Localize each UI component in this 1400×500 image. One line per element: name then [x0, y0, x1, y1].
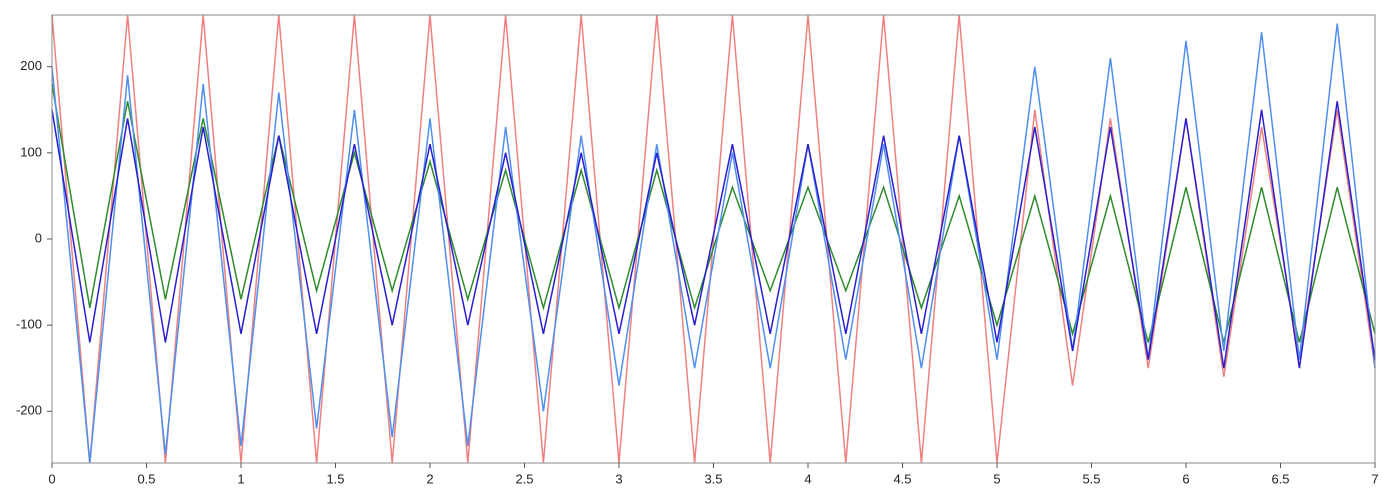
x-tick-label: 4 — [804, 471, 811, 486]
x-tick-label: 0 — [48, 471, 55, 486]
x-tick-label: 6 — [1182, 471, 1189, 486]
y-tick-label: -100 — [16, 317, 42, 332]
x-tick-label: 3 — [615, 471, 622, 486]
x-tick-label: 5 — [993, 471, 1000, 486]
x-tick-label: 3.5 — [704, 471, 722, 486]
x-tick-label: 2 — [426, 471, 433, 486]
x-tick-label: 6.5 — [1271, 471, 1289, 486]
x-tick-label: 0.5 — [137, 471, 155, 486]
y-tick-label: 200 — [20, 58, 42, 73]
x-tick-label: 4.5 — [893, 471, 911, 486]
y-tick-label: -200 — [16, 403, 42, 418]
x-tick-label: 7 — [1371, 471, 1378, 486]
series-line — [51, 23, 1376, 464]
series-line — [51, 101, 1376, 369]
x-tick-label: 2.5 — [515, 471, 533, 486]
y-tick-label: 100 — [20, 144, 42, 159]
y-tick-label: 0 — [35, 230, 42, 245]
series-line — [51, 14, 1376, 464]
x-tick-label: 1.5 — [326, 471, 344, 486]
x-tick-label: 5.5 — [1082, 471, 1100, 486]
x-tick-label: 1 — [237, 471, 244, 486]
